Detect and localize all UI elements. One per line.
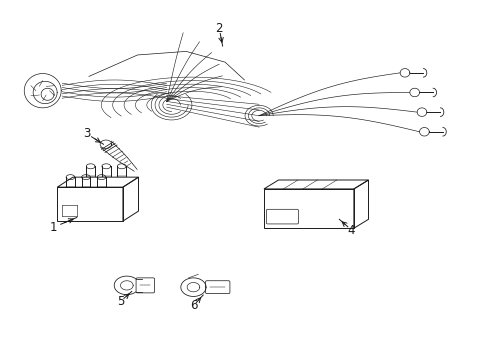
Text: 4: 4	[347, 224, 354, 237]
Text: 6: 6	[189, 299, 197, 312]
Text: 2: 2	[215, 22, 223, 35]
Text: 3: 3	[82, 127, 90, 140]
Text: 5: 5	[117, 295, 124, 308]
Text: 1: 1	[50, 221, 58, 234]
